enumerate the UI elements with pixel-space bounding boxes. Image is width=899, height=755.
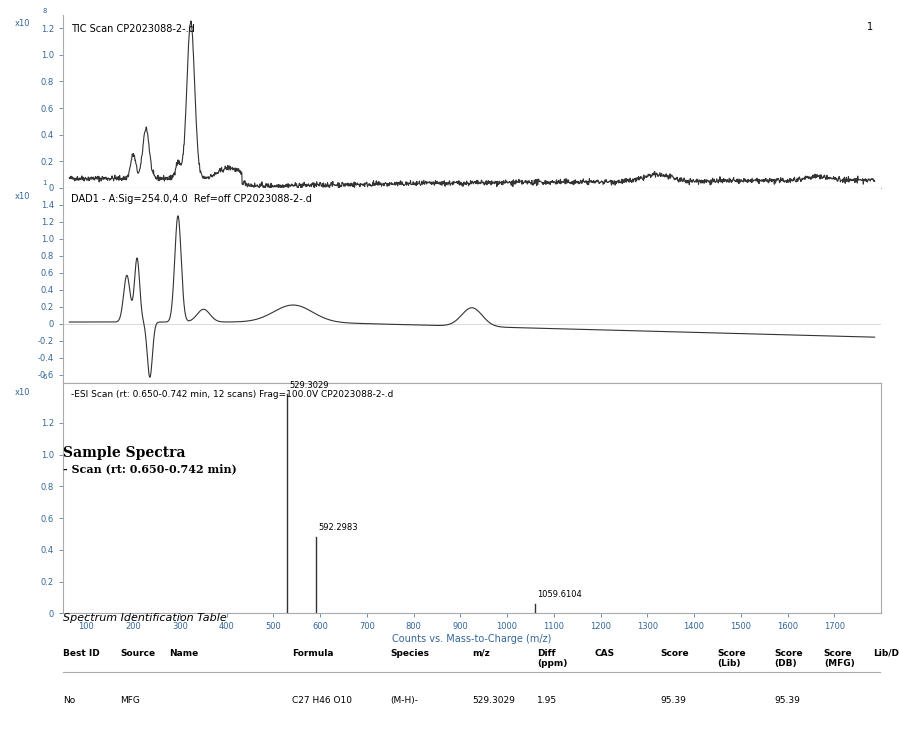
Text: 1.95: 1.95 xyxy=(538,695,557,704)
Text: 1059.6104: 1059.6104 xyxy=(538,590,582,599)
Text: CAS: CAS xyxy=(595,649,615,658)
Text: MFG: MFG xyxy=(120,695,140,704)
Text: Score
(Lib): Score (Lib) xyxy=(717,649,746,668)
Text: Score
(MFG): Score (MFG) xyxy=(823,649,855,668)
Text: x10: x10 xyxy=(14,388,31,397)
Text: Best ID: Best ID xyxy=(63,649,100,658)
Text: 1: 1 xyxy=(867,22,873,32)
Text: Formula: Formula xyxy=(292,649,334,658)
Text: Sample Spectra: Sample Spectra xyxy=(63,445,185,460)
Text: DAD1 - A:Sig=254.0,4.0  Ref=off CP2023088-2-.d: DAD1 - A:Sig=254.0,4.0 Ref=off CP2023088… xyxy=(71,193,312,204)
Text: Lib/DB: Lib/DB xyxy=(873,649,899,658)
Text: 1: 1 xyxy=(42,180,47,186)
Text: x10: x10 xyxy=(14,192,31,201)
Text: No: No xyxy=(63,695,76,704)
X-axis label: Response Units vs. Acquisition Time (min): Response Units vs. Acquisition Time (min… xyxy=(369,404,574,414)
Text: Score
(DB): Score (DB) xyxy=(775,649,804,668)
Text: 592.2983: 592.2983 xyxy=(319,523,359,532)
Text: 95.39: 95.39 xyxy=(775,695,800,704)
Text: Spectrum Identification Table: Spectrum Identification Table xyxy=(63,613,227,624)
Text: Name: Name xyxy=(169,649,199,658)
Text: TIC Scan CP2023088-2-.d: TIC Scan CP2023088-2-.d xyxy=(71,23,195,34)
Text: (M-H)-: (M-H)- xyxy=(390,695,418,704)
Text: x10: x10 xyxy=(14,19,31,27)
Text: -ESI Scan (rt: 0.650-0.742 min, 12 scans) Frag=100.0V CP2023088-2-.d: -ESI Scan (rt: 0.650-0.742 min, 12 scans… xyxy=(71,390,394,399)
Text: - Scan (rt: 0.650-0.742 min): - Scan (rt: 0.650-0.742 min) xyxy=(63,463,236,474)
Text: C27 H46 O10: C27 H46 O10 xyxy=(292,695,352,704)
Text: 529.3029: 529.3029 xyxy=(289,381,329,390)
Text: 529.3029: 529.3029 xyxy=(472,695,515,704)
Text: m/z: m/z xyxy=(472,649,490,658)
X-axis label: Counts vs. Acquisition Time (min): Counts vs. Acquisition Time (min) xyxy=(390,208,554,218)
Text: Source: Source xyxy=(120,649,156,658)
Text: Species: Species xyxy=(390,649,429,658)
Text: 6: 6 xyxy=(42,374,47,380)
Text: Score: Score xyxy=(660,649,689,658)
Text: 95.39: 95.39 xyxy=(660,695,686,704)
Text: Diff
(ppm): Diff (ppm) xyxy=(538,649,568,668)
Text: 8: 8 xyxy=(42,8,47,14)
X-axis label: Counts vs. Mass-to-Charge (m/z): Counts vs. Mass-to-Charge (m/z) xyxy=(392,634,552,644)
